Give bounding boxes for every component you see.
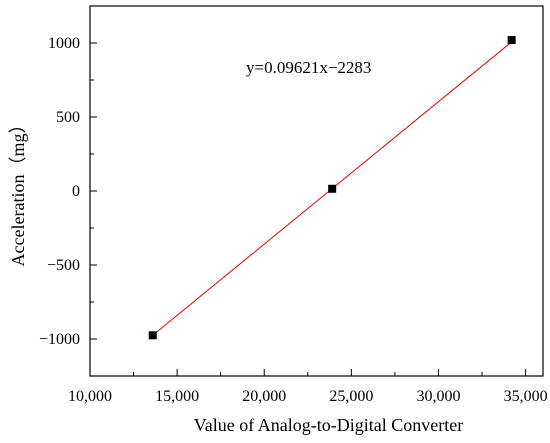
x-axis-ticks: 10,000 15,000 20,000 25,000 30,000 35,000 (68, 369, 548, 405)
y-tick-label: 0 (72, 183, 80, 200)
y-tick-label: −500 (47, 257, 80, 274)
data-point (148, 331, 157, 340)
x-tick-label: 20,000 (242, 388, 286, 405)
y-tick-label: 1000 (48, 35, 80, 52)
y-axis-title: Acceleration（mg） (8, 116, 28, 267)
x-tick-label: 15,000 (155, 388, 199, 405)
x-tick-label: 35,000 (504, 388, 548, 405)
data-point (507, 36, 516, 45)
x-tick-label: 25,000 (329, 388, 373, 405)
x-tick-label: 10,000 (68, 388, 112, 405)
data-point (328, 184, 337, 193)
regression-equation: y=0.09621x−2283 (246, 58, 371, 77)
y-tick-label: −1000 (39, 331, 80, 348)
x-axis-title: Value of Analog-to-Digital Converter (194, 415, 463, 435)
y-tick-label: 500 (56, 109, 80, 126)
x-tick-label: 30,000 (416, 388, 460, 405)
data-point-layer (148, 36, 516, 340)
y-axis-ticks: −1000 −500 0 500 1000 (39, 35, 97, 348)
